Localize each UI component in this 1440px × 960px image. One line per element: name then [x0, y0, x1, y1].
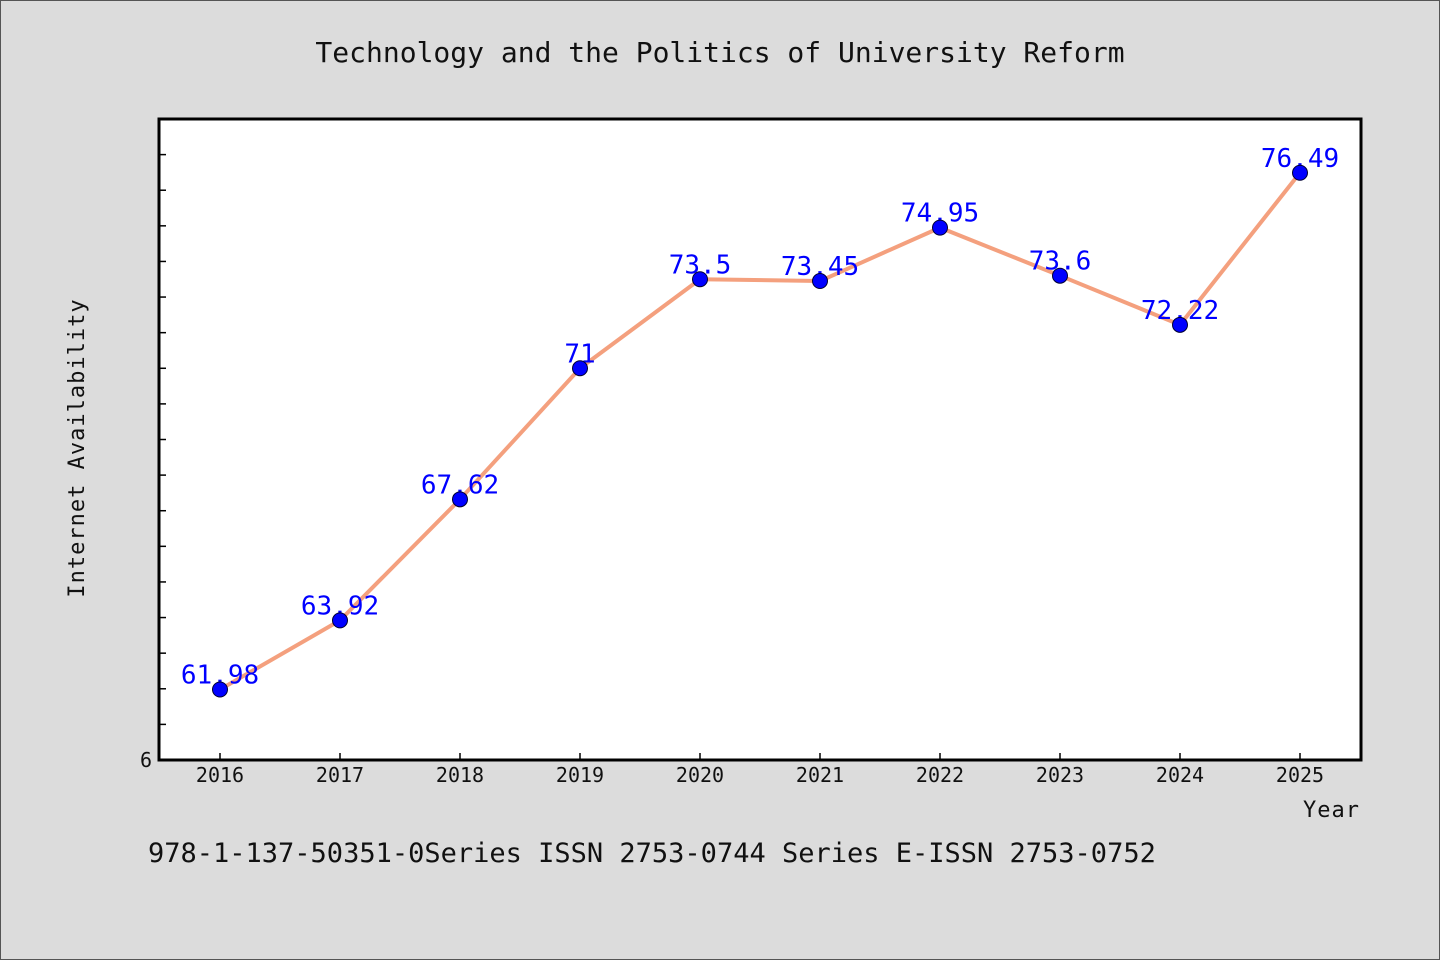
data-point — [452, 491, 468, 508]
data-point — [212, 681, 228, 698]
data-point — [932, 219, 948, 236]
x-tick-label: 2022 — [916, 763, 964, 787]
chart-title: Technology and the Politics of Universit… — [315, 36, 1124, 69]
x-tick-label: 2018 — [436, 763, 484, 787]
series-line — [219, 171, 1302, 692]
y-tick-label: 6 — [140, 748, 152, 772]
x-tick-label: 2019 — [556, 763, 604, 787]
y-axis-label: Internet Availability — [65, 298, 90, 597]
data-point — [1292, 164, 1308, 181]
data-point — [812, 273, 828, 290]
data-point — [1052, 267, 1068, 284]
y-axis-ticks — [159, 153, 166, 726]
x-tick-label: 2020 — [676, 763, 724, 787]
x-axis-label: Year — [1303, 798, 1360, 823]
x-tick-label: 2024 — [1156, 763, 1204, 787]
x-tick-label: 2025 — [1276, 763, 1324, 787]
data-point — [692, 271, 708, 288]
x-tick-label: 2023 — [1036, 763, 1084, 787]
x-tick-label: 2021 — [796, 763, 844, 787]
x-tick-label: 2016 — [196, 763, 244, 787]
data-point — [332, 612, 348, 629]
data-point — [572, 360, 588, 377]
data-point — [1172, 316, 1188, 333]
plot-area — [157, 117, 1363, 762]
footer-isbn-issn: 978-1-137-50351-0Series ISSN 2753-0744 S… — [148, 838, 1156, 869]
x-axis-ticks: 2016 2017 2018 2019 2020 2021 2022 2023 2024 2025 — [196, 753, 1324, 787]
x-tick-label: 2017 — [316, 763, 364, 787]
